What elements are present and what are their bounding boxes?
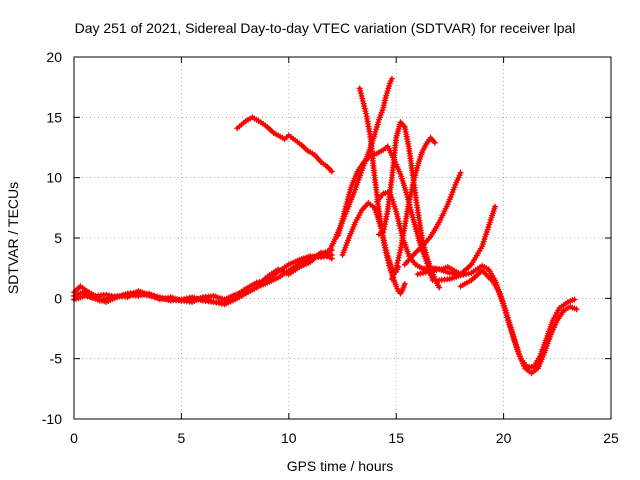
series-arc-3 xyxy=(71,247,335,305)
y-axis-label: SDTVAR / TECUs xyxy=(5,182,21,294)
data-point xyxy=(388,75,395,82)
y-axis: -10 -5 0 5 10 15 20 xyxy=(42,49,611,427)
series-arc-12 xyxy=(401,169,464,268)
series-line xyxy=(235,115,334,174)
data-point xyxy=(573,306,580,313)
series-arc-6 xyxy=(356,85,402,275)
data-point xyxy=(328,255,335,262)
data-point xyxy=(401,280,408,287)
data-point xyxy=(571,296,578,303)
data-point xyxy=(457,169,464,176)
x-tick-label: 10 xyxy=(281,430,297,446)
y-tick-label: 5 xyxy=(54,230,62,246)
x-tick-label: 20 xyxy=(496,430,512,446)
series-arc-4 xyxy=(234,114,335,175)
x-tick-label: 5 xyxy=(178,430,186,446)
chart-title: Day 251 of 2021, Sidereal Day-to-day VTE… xyxy=(75,20,576,36)
series-arc-15 xyxy=(457,267,580,377)
data-point xyxy=(436,284,443,291)
series-arc-11 xyxy=(388,134,438,282)
y-tick-label: 20 xyxy=(46,49,62,65)
y-tick-label: 10 xyxy=(46,170,62,186)
grid xyxy=(74,57,611,419)
x-tick-label: 0 xyxy=(70,430,78,446)
x-axis-label: GPS time / hours xyxy=(287,458,394,474)
data-point xyxy=(431,139,438,146)
series-arc-8 xyxy=(339,200,408,297)
data-point xyxy=(328,168,335,175)
plot-frame xyxy=(73,56,612,420)
y-tick-label: -10 xyxy=(42,411,62,427)
series-arc-9 xyxy=(376,119,443,291)
series-line xyxy=(458,268,579,375)
y-tick-label: 0 xyxy=(54,290,62,306)
y-tick-label: 15 xyxy=(46,109,62,125)
x-tick-label: 15 xyxy=(388,430,404,446)
series-group xyxy=(71,75,580,377)
x-tick-label: 25 xyxy=(603,430,619,446)
y-tick-label: -5 xyxy=(50,351,63,367)
data-point xyxy=(492,203,498,210)
